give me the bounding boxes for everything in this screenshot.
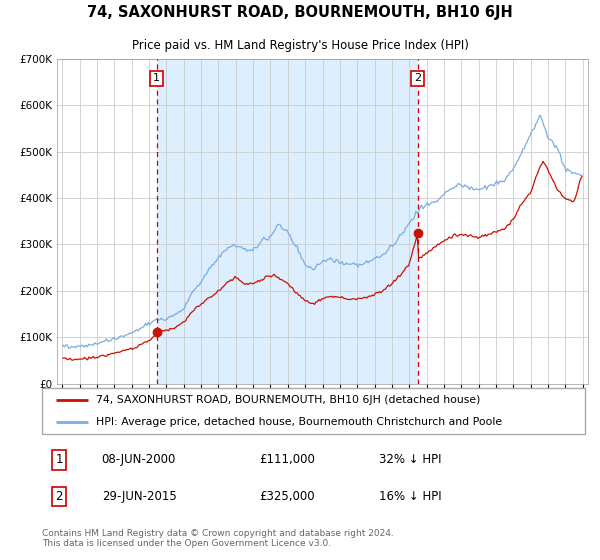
Text: Contains HM Land Registry data © Crown copyright and database right 2024.
This d: Contains HM Land Registry data © Crown c… <box>42 529 394 548</box>
Text: £111,000: £111,000 <box>259 454 315 466</box>
Text: Price paid vs. HM Land Registry's House Price Index (HPI): Price paid vs. HM Land Registry's House … <box>131 39 469 53</box>
Text: 2: 2 <box>414 73 421 83</box>
Text: 16% ↓ HPI: 16% ↓ HPI <box>379 490 441 503</box>
Text: 74, SAXONHURST ROAD, BOURNEMOUTH, BH10 6JH (detached house): 74, SAXONHURST ROAD, BOURNEMOUTH, BH10 6… <box>97 395 481 405</box>
FancyBboxPatch shape <box>42 388 585 434</box>
Text: 08-JUN-2000: 08-JUN-2000 <box>102 454 176 466</box>
Text: 2: 2 <box>56 490 63 503</box>
Text: HPI: Average price, detached house, Bournemouth Christchurch and Poole: HPI: Average price, detached house, Bour… <box>97 417 502 427</box>
Text: 29-JUN-2015: 29-JUN-2015 <box>102 490 176 503</box>
Bar <box>157 59 418 384</box>
Text: 32% ↓ HPI: 32% ↓ HPI <box>379 454 441 466</box>
Text: 1: 1 <box>56 454 63 466</box>
Text: 74, SAXONHURST ROAD, BOURNEMOUTH, BH10 6JH: 74, SAXONHURST ROAD, BOURNEMOUTH, BH10 6… <box>87 6 513 20</box>
Text: 1: 1 <box>153 73 160 83</box>
Text: £325,000: £325,000 <box>259 490 315 503</box>
